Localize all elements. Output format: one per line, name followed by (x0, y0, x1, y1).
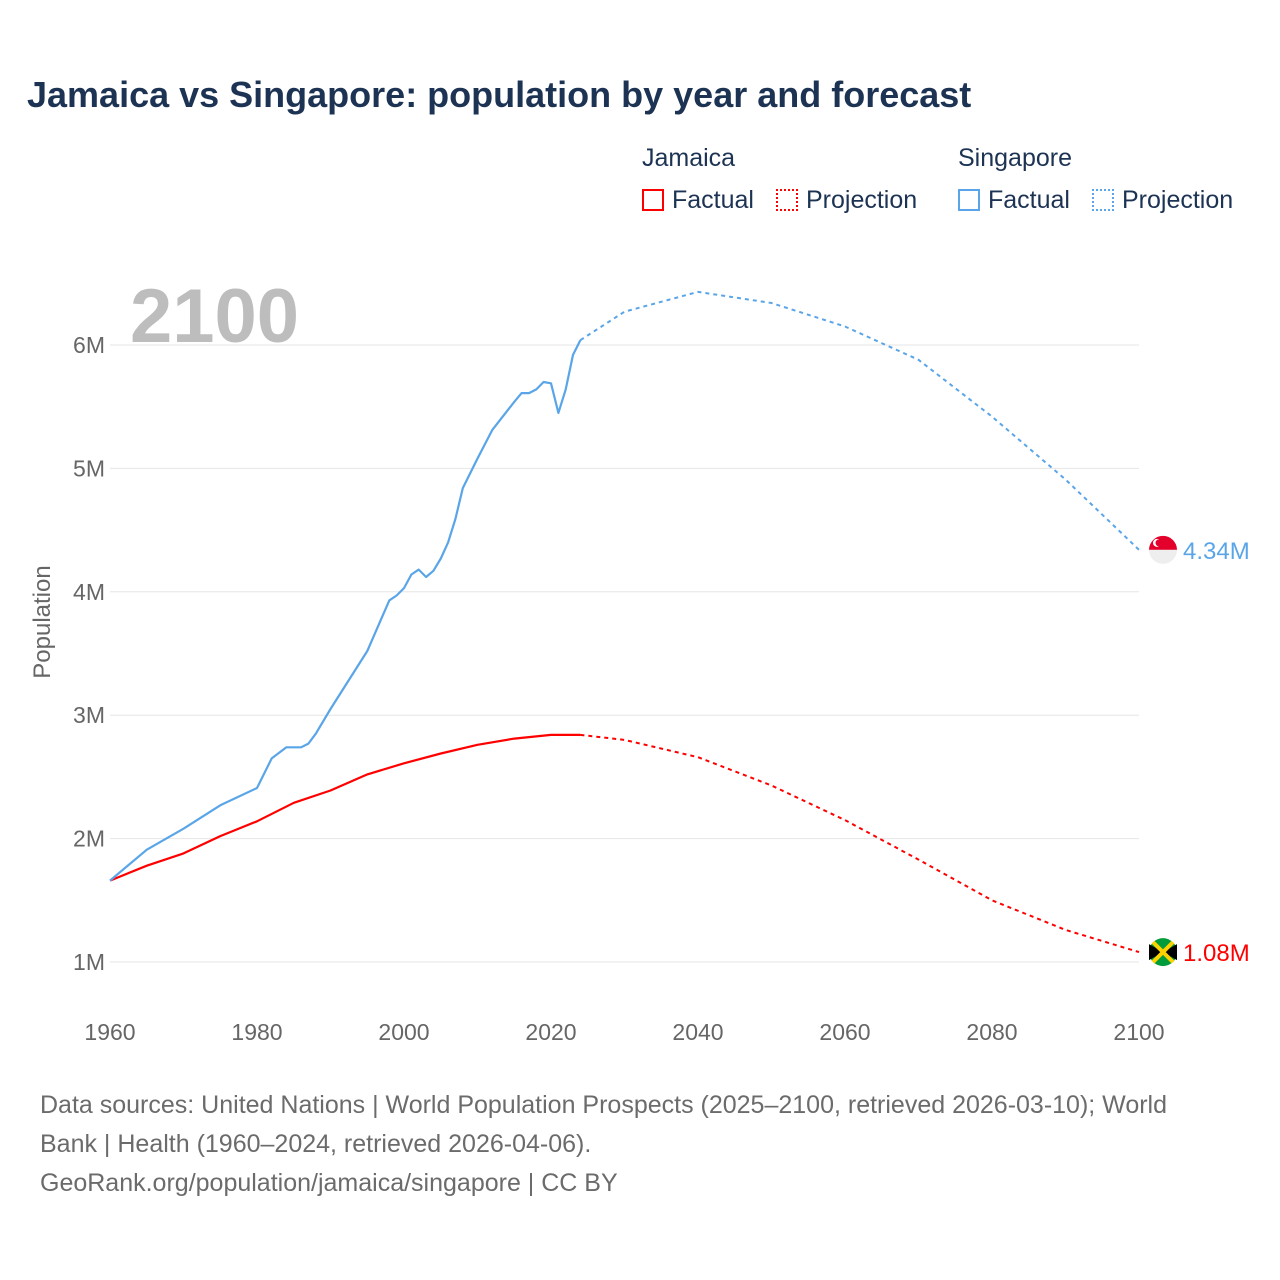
y-tick-label: 4M (73, 579, 105, 605)
legend-singapore-projection[interactable]: Projection (1092, 186, 1233, 215)
x-tick-label: 1980 (231, 1019, 282, 1045)
y-tick-label: 3M (73, 702, 105, 728)
jamaica-projection-line (580, 733, 1140, 954)
y-tick-label: 2M (73, 826, 105, 852)
legend-jamaica-projection[interactable]: Projection (776, 186, 917, 215)
y-axis-label: Population (29, 565, 56, 678)
singapore-flag-icon (1149, 535, 1178, 564)
x-tick-label: 2060 (819, 1019, 870, 1045)
legend-singapore-factual[interactable]: Factual (958, 186, 1070, 215)
footer-sources: Data sources: United Nations | World Pop… (40, 1091, 1168, 1158)
x-tick-label: 2040 (672, 1019, 723, 1045)
jamaica-factual-line (109, 733, 581, 882)
x-tick-label: 1960 (84, 1019, 135, 1045)
legend-label: Factual (672, 186, 754, 214)
singapore-projection-line (579, 290, 1140, 551)
footer-link[interactable]: GeoRank.org/population/jamaica/singapore… (40, 1169, 618, 1197)
swatch-dotted-icon (776, 189, 798, 211)
y-tick-label: 6M (73, 332, 105, 358)
footer: Data sources: United Nations | World Pop… (40, 1086, 1230, 1203)
chart-title: Jamaica vs Singapore: population by year… (27, 74, 972, 115)
swatch-solid-icon (642, 189, 664, 211)
year-label: 2100 (130, 274, 299, 359)
x-tick-label: 2100 (1113, 1019, 1164, 1045)
jamaica-end-value-label: 1.08M (1183, 940, 1250, 967)
swatch-solid-icon (958, 189, 980, 211)
x-tick-label: 2080 (966, 1019, 1017, 1045)
legend-group-singapore: Singapore (958, 144, 1072, 172)
y-tick-label: 5M (73, 455, 105, 481)
x-tick-label: 2000 (378, 1019, 429, 1045)
legend-jamaica-factual[interactable]: Factual (642, 186, 754, 215)
legend-label: Factual (988, 186, 1070, 214)
singapore-end-value-label: 4.34M (1183, 538, 1250, 565)
legend-label: Projection (1122, 186, 1234, 214)
legend-label: Projection (806, 186, 918, 214)
x-tick-label: 2020 (525, 1019, 576, 1045)
jamaica-flag-icon (1149, 938, 1177, 967)
y-tick-label: 1M (73, 949, 105, 975)
singapore-factual-line (109, 339, 582, 882)
swatch-dotted-icon (1092, 189, 1114, 211)
legend-group-jamaica: Jamaica (642, 144, 736, 172)
